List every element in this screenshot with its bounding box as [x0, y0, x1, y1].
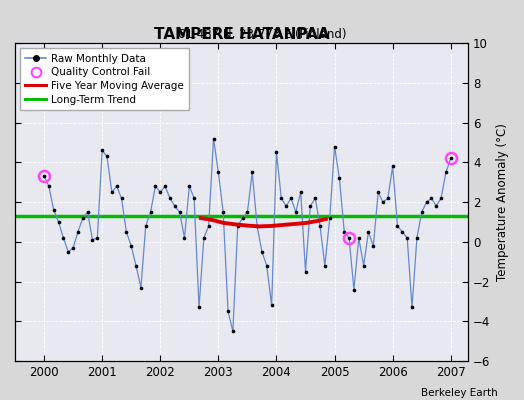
Point [311, 195, 320, 201]
Point [418, 209, 426, 215]
Point [93, 235, 102, 241]
Point [282, 203, 290, 209]
Point [287, 195, 295, 201]
Point [350, 286, 358, 293]
Point [325, 215, 334, 221]
Point [422, 199, 431, 205]
Legend: Raw Monthly Data, Quality Control Fail, Five Year Moving Average, Long-Term Tren: Raw Monthly Data, Quality Control Fail, … [20, 48, 189, 110]
Point [267, 302, 276, 309]
Point [403, 235, 411, 241]
Point [107, 189, 116, 196]
Point [50, 207, 58, 213]
Point [355, 235, 363, 241]
Point [141, 223, 150, 229]
Point [369, 243, 377, 249]
Point [83, 209, 92, 215]
Point [228, 328, 237, 334]
Point [292, 209, 300, 215]
Text: Berkeley Earth: Berkeley Earth [421, 388, 498, 398]
Point [54, 219, 63, 225]
Point [442, 169, 450, 176]
Point [364, 229, 373, 235]
Point [234, 223, 242, 229]
Point [248, 169, 256, 176]
Point [253, 223, 261, 229]
Point [185, 183, 193, 190]
Point [122, 229, 130, 235]
Point [210, 135, 218, 142]
Point [98, 147, 106, 154]
Point [161, 183, 169, 190]
Point [277, 195, 286, 201]
Point [166, 195, 174, 201]
Point [374, 189, 383, 196]
Point [388, 163, 397, 170]
Point [79, 215, 87, 221]
Point [40, 173, 48, 180]
Point [113, 183, 121, 190]
Point [180, 235, 189, 241]
Point [214, 169, 223, 176]
Point [69, 245, 78, 251]
Point [243, 209, 252, 215]
Point [204, 223, 213, 229]
Point [195, 304, 203, 311]
Point [359, 262, 368, 269]
Point [258, 249, 266, 255]
Point [340, 229, 348, 235]
Point [432, 203, 441, 209]
Point [306, 203, 314, 209]
Point [316, 223, 324, 229]
Point [330, 143, 339, 150]
Point [127, 243, 135, 249]
Point [151, 183, 160, 190]
Point [117, 195, 126, 201]
Text: 61.487 N, 23.773 E (Finland): 61.487 N, 23.773 E (Finland) [178, 28, 346, 41]
Point [301, 268, 310, 275]
Point [446, 155, 455, 162]
Point [297, 189, 305, 196]
Point [238, 215, 247, 221]
Point [45, 183, 53, 190]
Point [132, 262, 140, 269]
Point [394, 223, 402, 229]
Point [59, 235, 68, 241]
Point [74, 229, 82, 235]
Point [103, 153, 111, 160]
Point [88, 237, 96, 243]
Point [335, 175, 344, 182]
Point [437, 195, 445, 201]
Title: TAMPERE HATANPAA: TAMPERE HATANPAA [154, 27, 330, 42]
Point [224, 308, 232, 315]
Point [200, 235, 208, 241]
Point [190, 195, 198, 201]
Point [137, 284, 145, 291]
Y-axis label: Temperature Anomaly (°C): Temperature Anomaly (°C) [496, 123, 509, 281]
Point [427, 195, 435, 201]
Point [263, 262, 271, 269]
Point [156, 189, 165, 196]
Point [176, 209, 184, 215]
Point [379, 199, 387, 205]
Point [171, 203, 179, 209]
Point [398, 229, 407, 235]
Point [64, 249, 72, 255]
Point [384, 195, 392, 201]
Point [408, 304, 416, 311]
Point [321, 262, 329, 269]
Point [413, 235, 421, 241]
Point [272, 149, 281, 156]
Point [219, 209, 227, 215]
Point [146, 209, 155, 215]
Point [345, 235, 353, 241]
